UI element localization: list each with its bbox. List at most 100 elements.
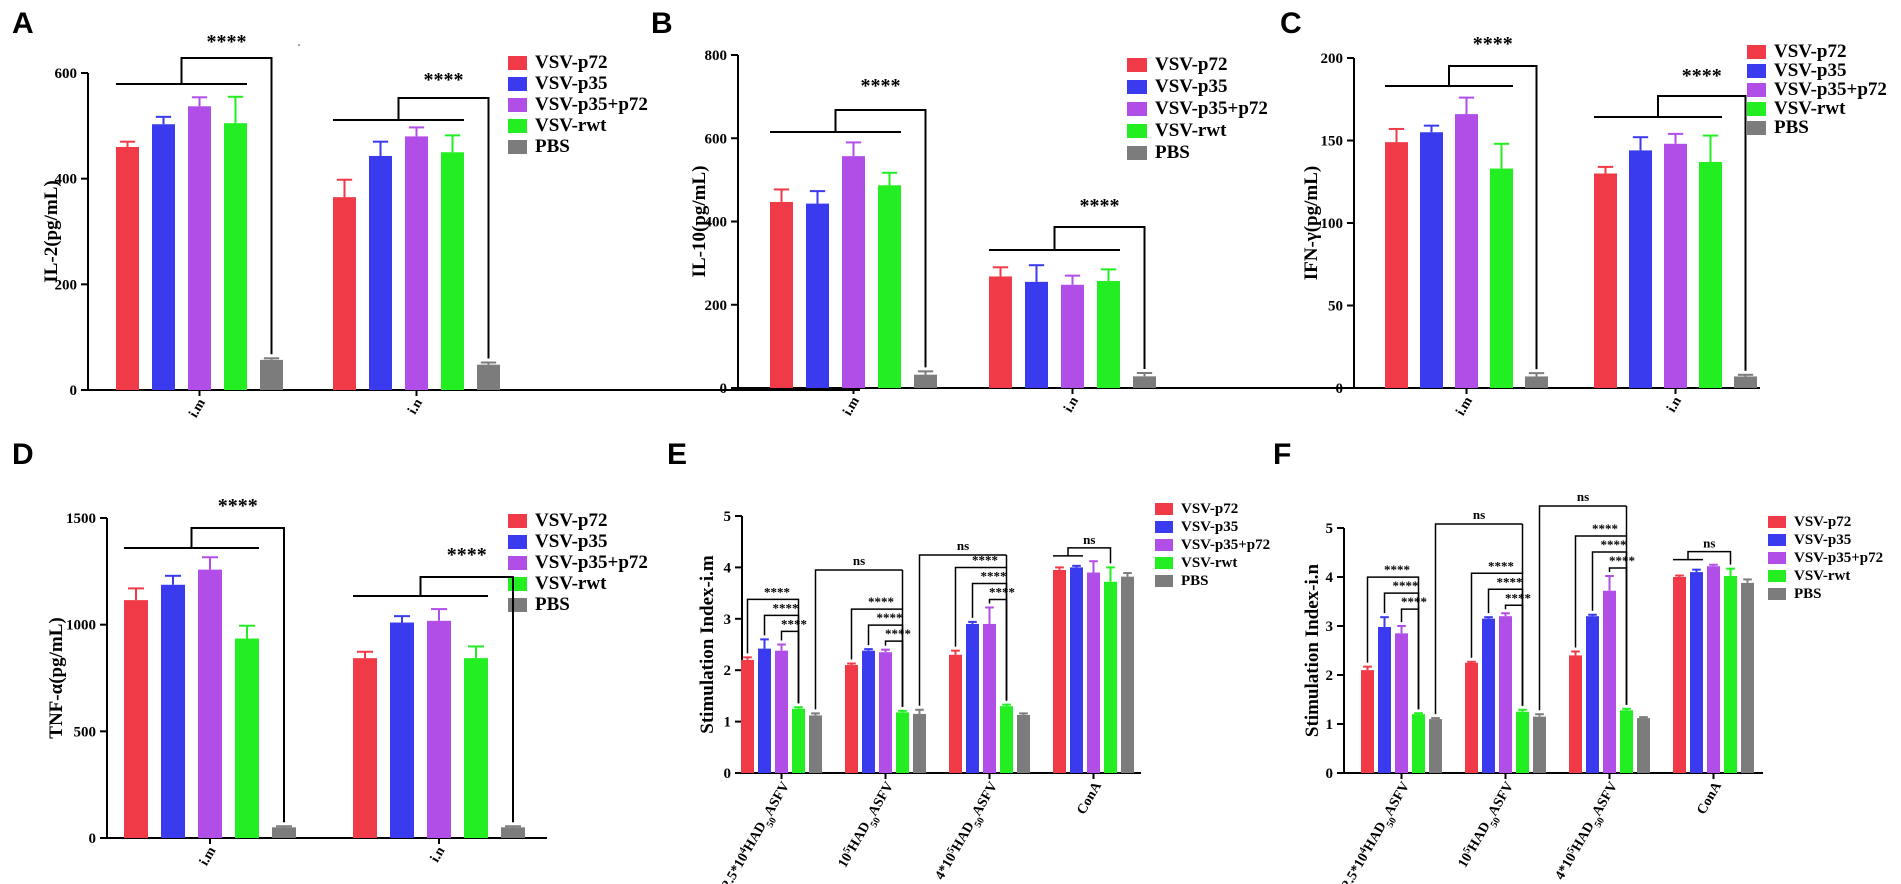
- bar: [879, 652, 892, 773]
- legend-label: PBS: [1774, 117, 1809, 138]
- bar: [333, 197, 356, 390]
- category-label: ConA: [1694, 779, 1725, 818]
- significance-label: ****: [207, 31, 247, 53]
- significance-label: ****: [989, 584, 1015, 599]
- category-label-part: i.m: [186, 396, 209, 420]
- legend-label: VSV-p72: [1181, 501, 1238, 517]
- legend-swatch: [508, 556, 527, 570]
- significance-label: ****: [885, 626, 911, 641]
- bar: [427, 620, 451, 838]
- legend-label: PBS: [1155, 142, 1190, 163]
- bar: [477, 364, 500, 390]
- legend-label: VSV-p35+p72: [1794, 550, 1883, 566]
- bar: [1724, 576, 1737, 773]
- significance-label: ****: [1682, 65, 1722, 87]
- legend-label: VSV-p35+p72: [1155, 98, 1268, 119]
- significance-bracket: [190, 527, 285, 823]
- ns-label: ns: [1703, 536, 1715, 551]
- ns-bracket: [1067, 547, 1112, 564]
- legend-label: PBS: [1181, 573, 1209, 589]
- significance-label: ****: [781, 616, 807, 631]
- category-label: i.m: [840, 394, 863, 418]
- significance-bracket: [884, 640, 904, 707]
- bar: [809, 715, 822, 773]
- legend-swatch: [1155, 539, 1173, 551]
- legend-label: PBS: [535, 594, 570, 615]
- bar: [989, 276, 1012, 388]
- significance-label: ****: [981, 568, 1007, 583]
- panel-letter: F: [1273, 438, 1291, 471]
- y-tick-label: 100: [1321, 216, 1344, 232]
- category-label-part: ConA: [1694, 779, 1725, 818]
- significance-label: ****: [1393, 578, 1419, 593]
- legend-swatch: [1155, 503, 1173, 515]
- category-label: i.m: [197, 844, 220, 868]
- y-tick-label: 600: [55, 66, 78, 82]
- y-tick-label: 200: [1321, 51, 1344, 67]
- bar: [862, 650, 875, 773]
- significance-label: ****: [861, 75, 901, 97]
- significance-bracket: [1657, 95, 1747, 371]
- ns-label: ns: [1083, 532, 1095, 547]
- significance-label: ****: [1080, 195, 1120, 217]
- bar: [1000, 706, 1013, 773]
- legend-swatch: [1127, 58, 1147, 72]
- significance-label: ****: [1505, 590, 1531, 605]
- category-label-part: i.n: [405, 396, 426, 417]
- bar: [1395, 633, 1408, 773]
- bar: [914, 374, 937, 388]
- bar: [1429, 719, 1442, 773]
- chart-panel-f: F 0 1 2 3 4 5 Stimulation Index-i.n 2.5*104HAD50…: [1273, 438, 1883, 884]
- significance-label: ****: [1401, 594, 1427, 609]
- category-label-part: 5: [945, 845, 957, 855]
- significance-bracket: [419, 576, 514, 823]
- bar: [369, 155, 392, 390]
- y-tick-label: 1000: [66, 618, 96, 634]
- y-tick-label: 0: [720, 381, 728, 397]
- legend-swatch: [508, 77, 527, 91]
- significance-label: ****: [1488, 558, 1514, 573]
- category-label-part: 5: [841, 845, 853, 855]
- significance-label: ****: [877, 610, 903, 625]
- ns-bracket: [1538, 505, 1627, 711]
- bar: [1133, 376, 1156, 388]
- bar: [441, 152, 464, 390]
- significance-bracket: [1608, 567, 1628, 705]
- ns-bracket: [1687, 550, 1732, 565]
- bar: [501, 827, 525, 838]
- legend-label: VSV-p72: [1794, 514, 1851, 530]
- y-tick-label: 4: [1326, 570, 1334, 586]
- bar: [1070, 567, 1083, 773]
- category-label-part: ASFV: [1382, 780, 1413, 819]
- category-label: 2.5*104HAD50ASFV: [1337, 778, 1416, 884]
- legend-label: VSV-p35: [535, 531, 608, 552]
- legend-label: VSV-p72: [1774, 41, 1847, 62]
- legend-label: VSV-p72: [535, 52, 608, 73]
- bar: [1637, 718, 1650, 773]
- y-tick-label: 2: [724, 663, 732, 679]
- legend-swatch: [508, 514, 527, 528]
- bar: [1629, 150, 1652, 388]
- significance-bracket: [780, 630, 800, 704]
- legend-swatch: [508, 535, 527, 549]
- chart-panel-e: E 0 1 2 3 4 5 Stimulation Index-i.m 2.5*104HAD50…: [667, 438, 1270, 884]
- panel-letter: E: [667, 438, 687, 471]
- bar: [1455, 114, 1478, 388]
- category-label: i.n: [1061, 394, 1082, 415]
- legend-swatch: [508, 577, 527, 591]
- significance-label: ****: [1497, 574, 1523, 589]
- bar: [1087, 572, 1100, 773]
- bar: [1378, 626, 1391, 773]
- bar: [1690, 572, 1703, 773]
- bar: [806, 203, 829, 388]
- category-label-part: i.n: [1664, 394, 1685, 415]
- category-label: 105HAD50ASFV: [1454, 778, 1521, 872]
- category-label-part: i.n: [1061, 394, 1082, 415]
- legend-swatch: [1127, 146, 1147, 160]
- bar: [1104, 581, 1117, 773]
- y-tick-label: 400: [55, 172, 78, 188]
- legend-label: VSV-p35+p72: [1181, 537, 1270, 553]
- y-tick-label: 0: [89, 831, 97, 847]
